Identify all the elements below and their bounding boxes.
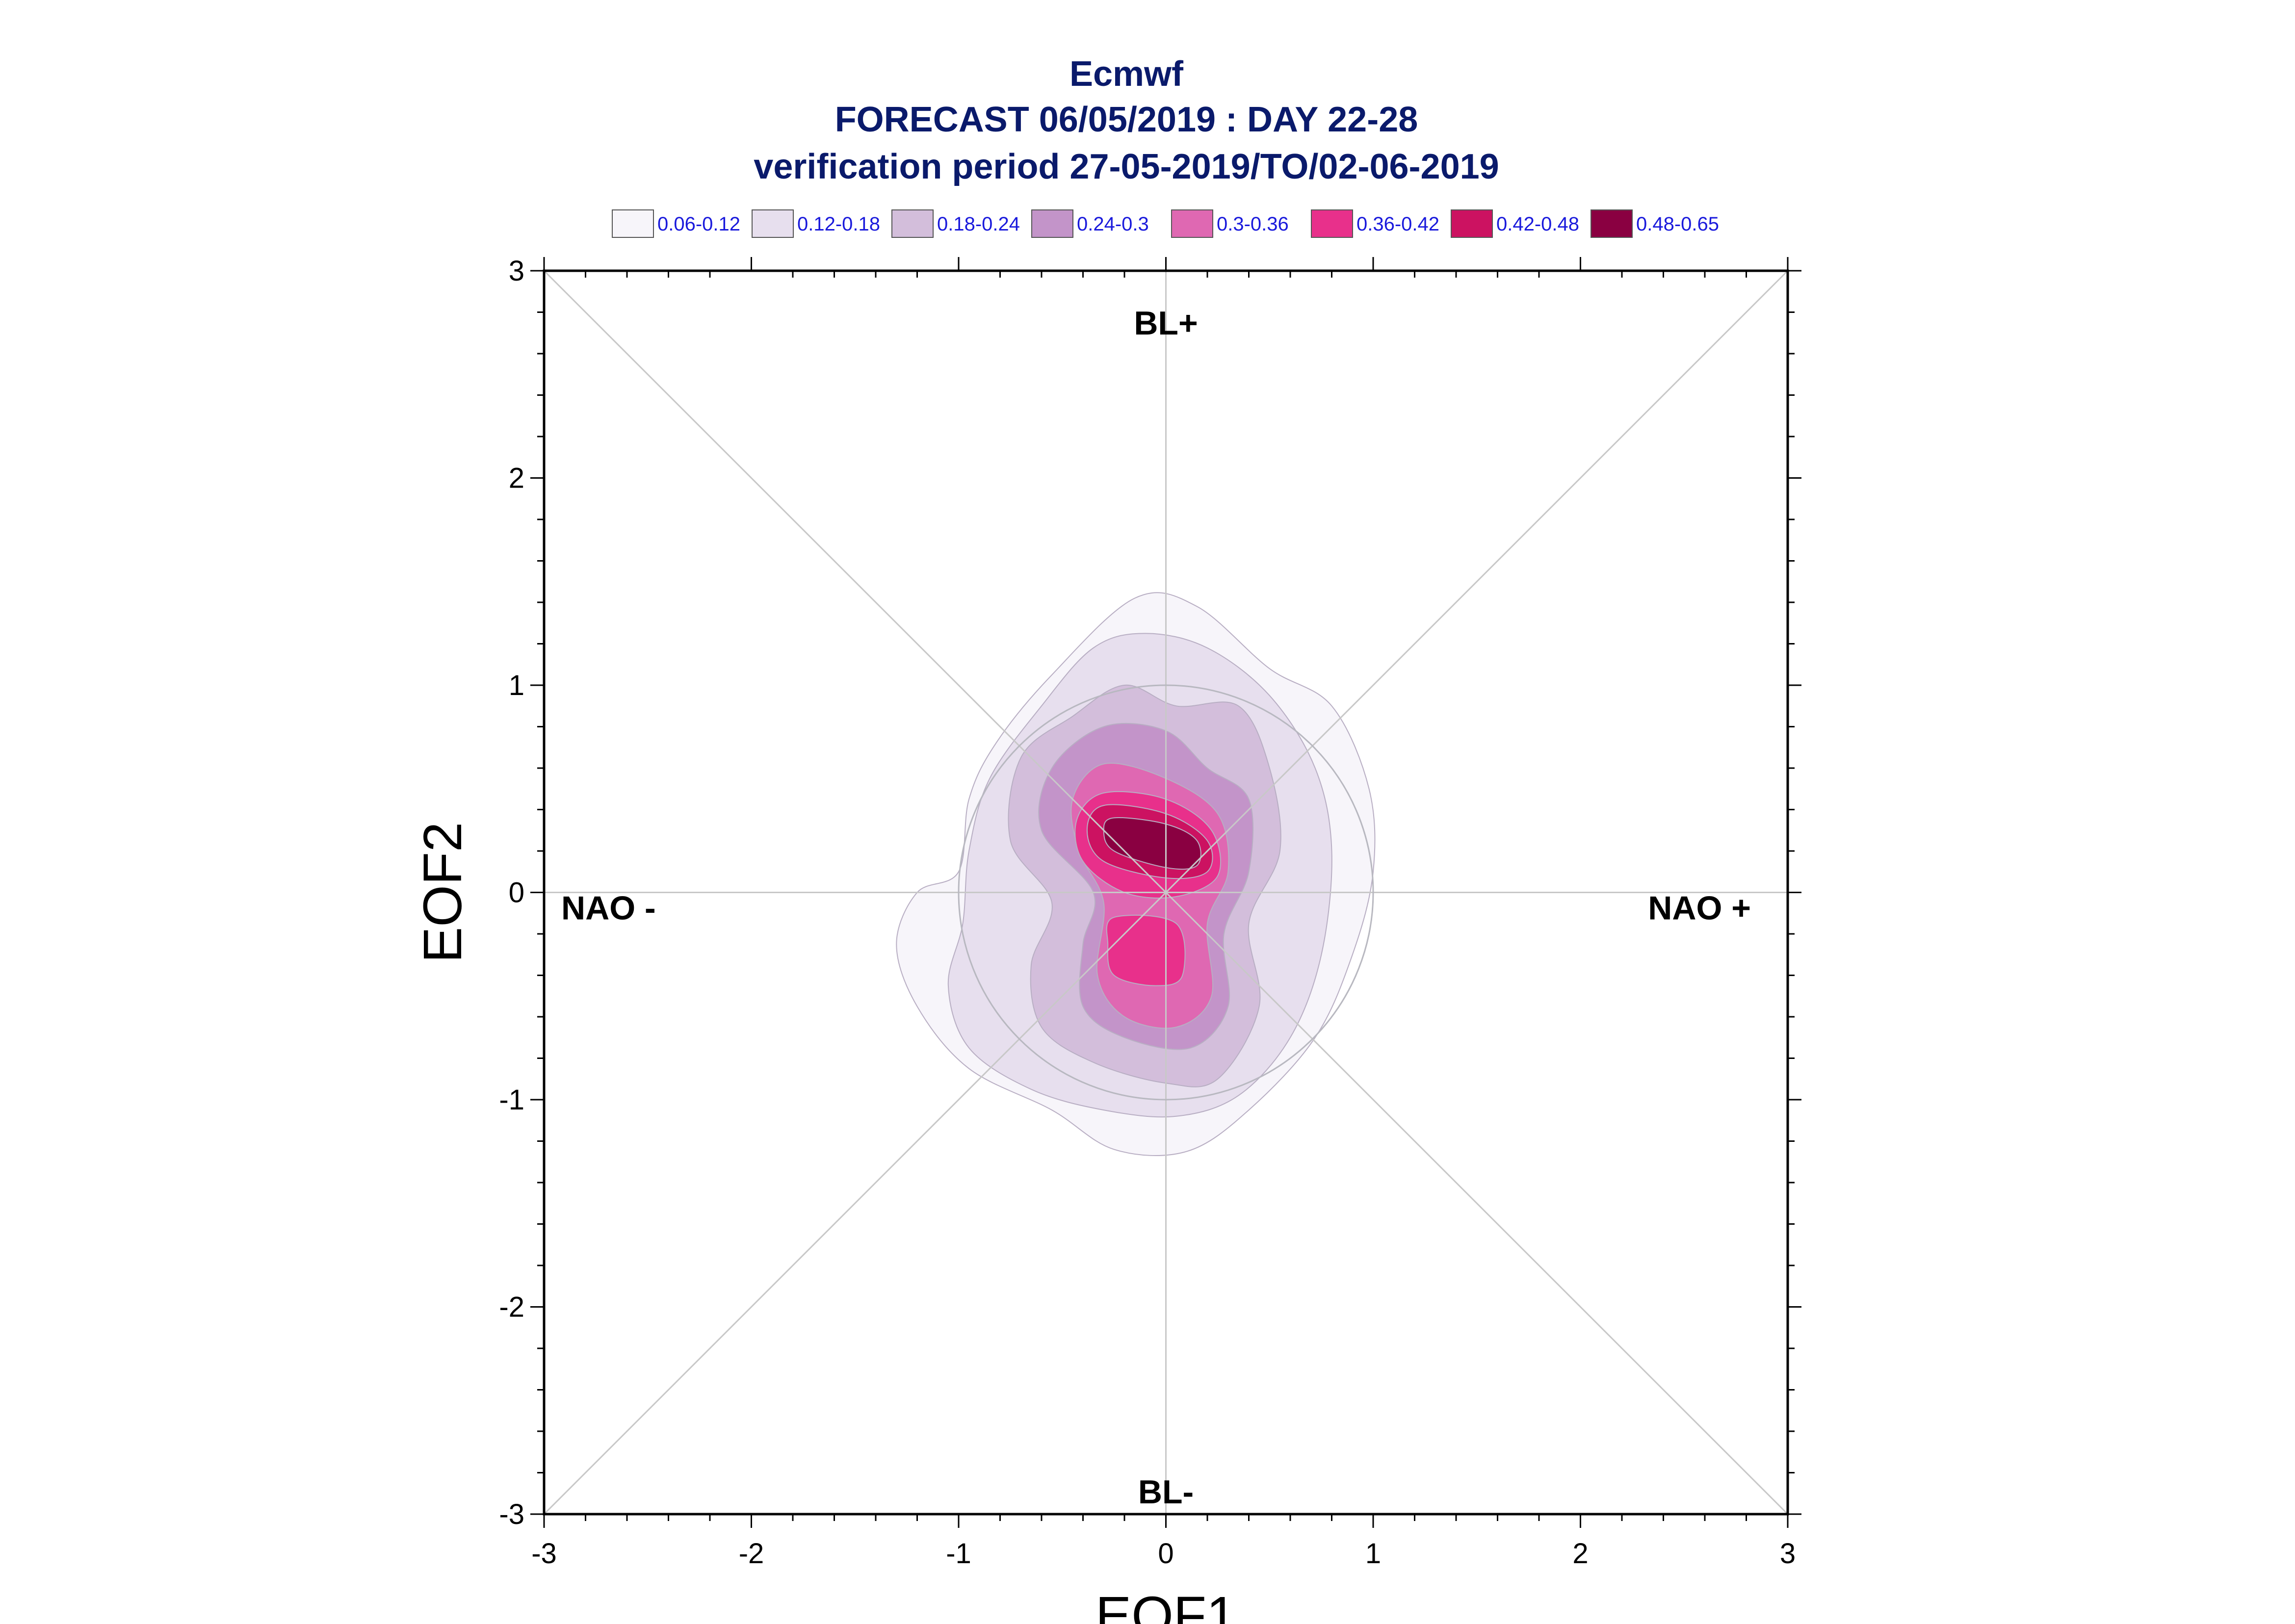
legend-swatch	[1451, 209, 1493, 238]
reference-circle	[958, 684, 1374, 1101]
y-tick-label: 3	[509, 255, 524, 287]
legend-label: 0.3-0.36	[1217, 213, 1289, 235]
title-line-1: Ecmwf	[1069, 54, 1184, 94]
legend-swatch	[891, 209, 934, 238]
legend-label: 0.48-0.65	[1636, 213, 1719, 235]
legend-swatch	[1591, 209, 1633, 238]
chart-title: Ecmwf FORECAST 06/05/2019 : DAY 22-28 ve…	[754, 54, 1499, 186]
regime-label-nao-minus: NAO -	[561, 890, 656, 927]
legend-label: 0.36-0.42	[1356, 213, 1439, 235]
legend-swatch	[1171, 209, 1213, 238]
legend-label: 0.12-0.18	[797, 213, 880, 235]
legend-swatch	[752, 209, 794, 238]
y-tick-label: -3	[499, 1498, 524, 1530]
regime-label-bl-plus: BL+	[1134, 305, 1198, 342]
regime-labels: BL+ BL- NAO - NAO +	[561, 305, 1751, 1511]
x-tick-label: 2	[1572, 1538, 1588, 1570]
axis-ticks: -3 -2 -1 0 1 2 3 3 2 1 0 -1 -2 -3	[499, 255, 1801, 1570]
y-tick-label: 1	[509, 670, 524, 701]
x-tick-label: 1	[1365, 1538, 1381, 1570]
regime-label-nao-plus: NAO +	[1648, 890, 1751, 927]
x-tick-label: -3	[531, 1538, 557, 1570]
x-tick-label: -2	[739, 1538, 764, 1570]
diagonal-line-2	[543, 270, 1789, 1515]
legend-swatch	[612, 209, 654, 238]
contour-0.36-0.42-6	[1106, 915, 1186, 986]
legend-label: 0.18-0.24	[937, 213, 1020, 235]
y-tick-label: -1	[499, 1084, 524, 1116]
contour-layer	[896, 592, 1376, 1156]
legend-label: 0.06-0.12	[657, 213, 740, 235]
reference-lines	[543, 270, 1789, 1515]
legend-swatch	[1311, 209, 1353, 238]
legend: 0.06-0.12 0.12-0.18 0.18-0.24 0.24-0.3 0.3-0…	[612, 209, 1719, 238]
y-tick-label: 2	[509, 463, 524, 494]
legend-label: 0.24-0.3	[1077, 213, 1149, 235]
x-tick-label: 0	[1158, 1538, 1174, 1570]
y-axis-label: EOF2	[413, 822, 473, 963]
x-tick-label: 3	[1780, 1538, 1796, 1570]
title-line-3: verification period 27-05-2019/TO/02-06-…	[754, 147, 1499, 186]
plot-area: -3 -2 -1 0 1 2 3 3 2 1 0 -1 -2 -3	[499, 255, 1801, 1570]
y-tick-label: -2	[499, 1291, 524, 1323]
y-tick-label: 0	[509, 877, 524, 909]
x-axis-label: EOF1	[1095, 1586, 1236, 1624]
title-line-2: FORECAST 06/05/2019 : DAY 22-28	[835, 100, 1418, 139]
legend-swatch	[1031, 209, 1073, 238]
regime-label-bl-minus: BL-	[1138, 1473, 1194, 1511]
x-tick-label: -1	[946, 1538, 971, 1570]
legend-label: 0.42-0.48	[1496, 213, 1579, 235]
